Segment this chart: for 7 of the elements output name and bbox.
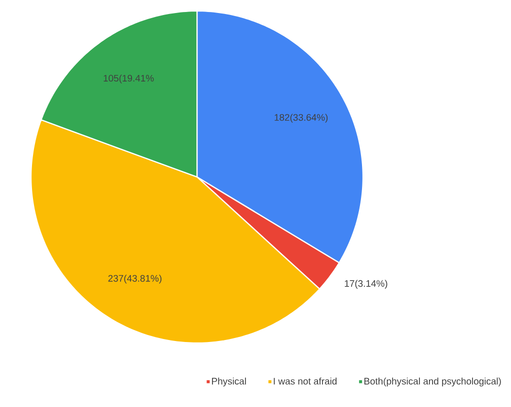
legend-label: Both(physical and psychological)	[364, 378, 501, 386]
data-label: 17(3.14%)	[344, 280, 388, 289]
data-label: 237(43.81%)	[108, 274, 162, 284]
data-label: 105(19.41%	[104, 74, 154, 84]
legend-label: Physical	[212, 378, 246, 386]
legend-label: I was not afraid	[274, 378, 337, 385]
data-label: 182(33.64%)	[274, 114, 328, 123]
